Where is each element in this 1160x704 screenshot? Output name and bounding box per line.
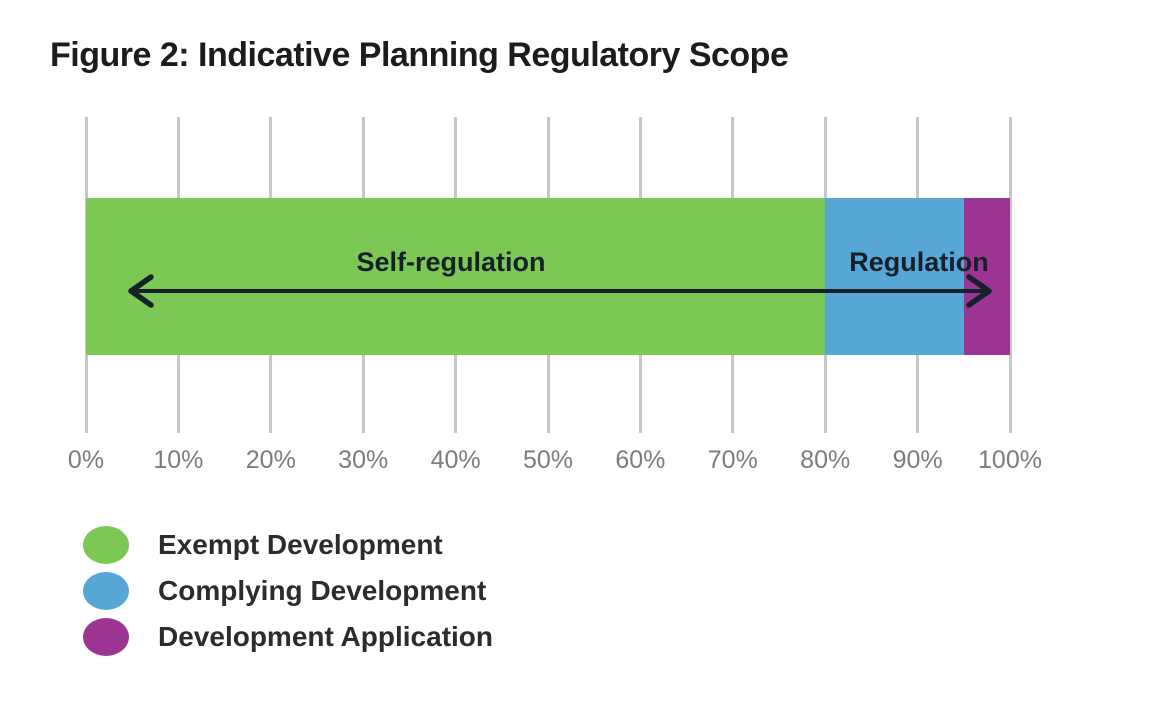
double-arrow-icon	[128, 274, 992, 308]
x-tick-label: 30%	[338, 446, 389, 474]
annotation-regulation: Regulation	[849, 247, 989, 277]
legend-item-complying-development: Complying Development	[83, 568, 493, 614]
figure-title: Figure 2: Indicative Planning Regulatory…	[50, 35, 789, 74]
gridline	[1008, 117, 1012, 433]
x-tick-label: 10%	[153, 446, 204, 474]
legend-item-exempt-development: Exempt Development	[83, 522, 493, 568]
legend-swatch-icon	[83, 618, 129, 656]
x-tick-label: 100%	[978, 446, 1042, 474]
x-tick-label: 70%	[707, 446, 758, 474]
annotation-self-regulation: Self-regulation	[356, 247, 546, 277]
x-tick-label: 20%	[245, 446, 296, 474]
legend-label: Exempt Development	[158, 529, 443, 560]
bar-segment-exempt-development	[86, 198, 826, 355]
bar-segment-complying-development	[825, 198, 964, 355]
x-tick-label: 60%	[615, 446, 666, 474]
x-tick-label: 80%	[800, 446, 851, 474]
legend-swatch-icon	[83, 572, 129, 610]
legend: Exempt Development Complying Development D…	[83, 522, 493, 660]
x-tick-label: 40%	[430, 446, 481, 474]
x-tick-label: 90%	[892, 446, 943, 474]
x-tick-label: 0%	[67, 446, 105, 474]
legend-swatch-icon	[83, 526, 129, 564]
legend-label: Complying Development	[158, 575, 487, 606]
x-tick-label: 50%	[522, 446, 574, 474]
legend-item-development-application: Development Application	[83, 614, 493, 660]
legend-label: Development Application	[158, 621, 494, 652]
